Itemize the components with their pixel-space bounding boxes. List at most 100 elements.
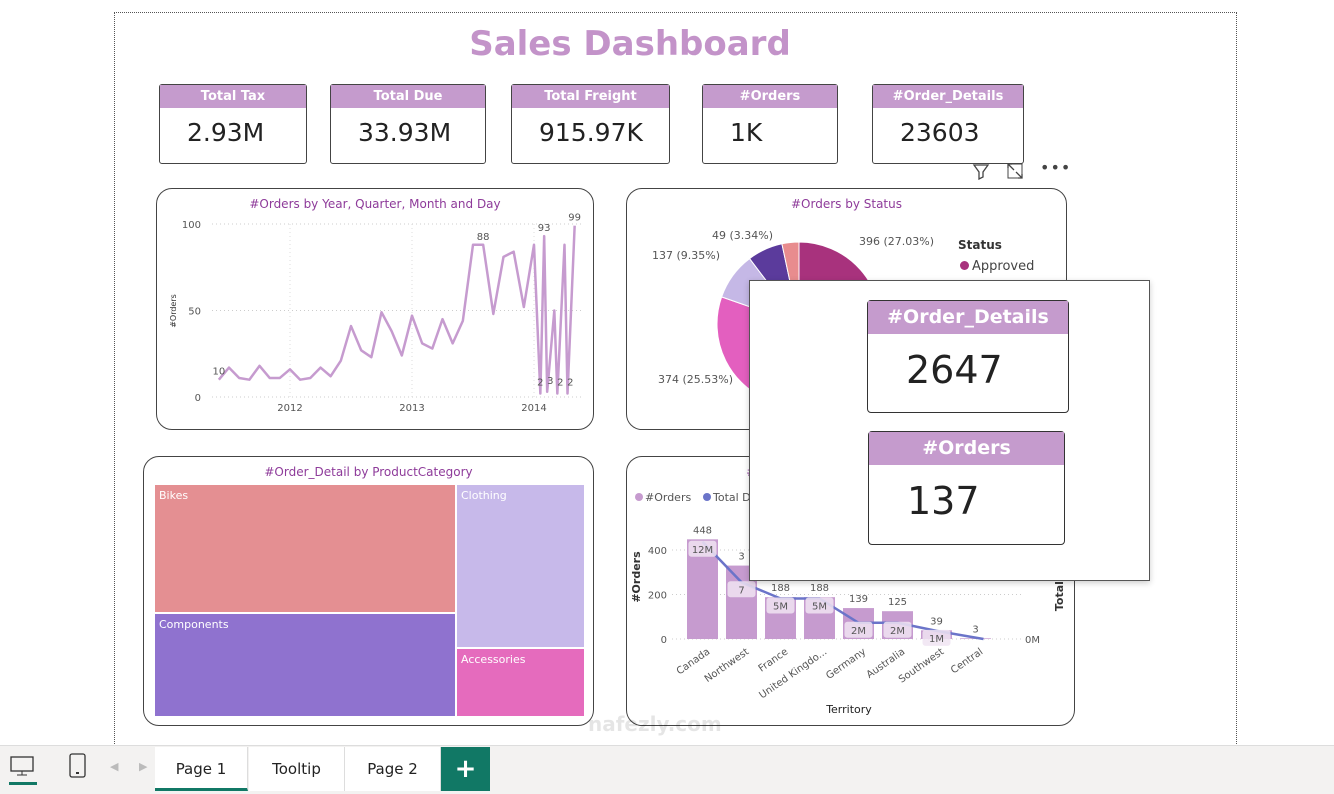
scroll-right-icon[interactable]: ▶ (139, 760, 148, 773)
legend-label[interactable]: #Orders (645, 491, 691, 504)
line-data-label: 5M (773, 602, 788, 613)
data-label: 3 (547, 376, 553, 387)
legend-marker (960, 261, 969, 270)
x-tick-label: 2014 (521, 403, 546, 414)
x-tick-label: 2013 (399, 403, 424, 414)
kpi-label: Total Due (331, 85, 485, 108)
kpi-card-total-tax[interactable]: Total Tax 2.93M (159, 84, 307, 164)
kpi-label: Total Freight (512, 85, 669, 108)
bar-data-label: 139 (849, 594, 868, 605)
chart-title: #Order_Detail by ProductCategory (264, 465, 473, 479)
line-label-bg (883, 621, 912, 638)
line-data-label: 2M (890, 626, 905, 637)
data-label: 2 (537, 378, 543, 389)
treemap-tile-bikes[interactable]: Bikes (154, 484, 456, 613)
kpi-card--orders[interactable]: #Orders 1K (702, 84, 838, 164)
kpi-label: #Orders (703, 85, 837, 108)
add-page-button[interactable]: + (441, 747, 490, 791)
kpi-label: #Order_Details (873, 85, 1023, 108)
line-label-bg (688, 540, 717, 557)
legend-item-approved[interactable]: Approved (960, 259, 1034, 274)
kpi-value: 2.93M (187, 118, 265, 147)
more-options-icon[interactable]: ••• (1040, 158, 1072, 177)
kpi-value: 1K (730, 118, 763, 147)
x-tick-label: United Kingdo... (757, 646, 829, 701)
tab-page-2[interactable]: Page 2 (345, 747, 441, 791)
data-label: 2 (557, 378, 563, 389)
legend-marker (635, 493, 643, 501)
data-label: 10 (212, 367, 225, 378)
chart-title: #Orders by Status (791, 197, 902, 211)
kpi-card-total-due[interactable]: Total Due 33.93M (330, 84, 486, 164)
line-label-bg (766, 597, 795, 614)
y-tick-label: 50 (188, 307, 201, 318)
x-tick-label: Germany (824, 646, 868, 681)
y2-tick-label: 0M (1025, 635, 1040, 646)
filter-icon[interactable] (972, 162, 990, 184)
orders-by-date-line-chart[interactable]: #Orders by Year, Quarter, Month and Day … (156, 188, 594, 430)
x-tick-label: 2012 (277, 403, 302, 414)
data-label: 374 (25.53%) (658, 373, 733, 386)
page-tab-bar: ◀ ▶ Page 1 Tooltip Page 2 + (0, 745, 1334, 794)
line-data-label: 5M (812, 602, 827, 613)
bar-data-label: 125 (888, 597, 907, 608)
legend-title: Status (958, 238, 1002, 252)
kpi-value: 23603 (900, 118, 980, 147)
order-detail-treemap[interactable]: #Order_Detail by ProductCategory Bikes C… (143, 456, 594, 726)
y-axis-title: #Orders (630, 551, 643, 603)
y-tick-label: 200 (648, 591, 667, 602)
x-tick-label: Central (949, 646, 985, 676)
x-tick-label: France (757, 646, 791, 674)
tooltip-card-order-details: #Order_Details 2647 (867, 300, 1069, 413)
kpi-card--order-details[interactable]: #Order_Details 23603 (872, 84, 1024, 164)
chart-title: #Orders by Year, Quarter, Month and Day (249, 197, 501, 211)
data-label: 93 (538, 223, 551, 234)
x-tick-label: Northwest (703, 646, 752, 685)
desktop-view-icon[interactable] (9, 755, 37, 789)
data-label: 88 (477, 232, 490, 243)
watermark-logo: nafezly.com (588, 712, 722, 736)
kpi-label: Total Tax (160, 85, 306, 108)
data-label: 2 (567, 378, 573, 389)
line-data-label: 12M (692, 545, 713, 556)
treemap-tile-accessories[interactable]: Accessories (456, 648, 585, 717)
visual-header: ••• (968, 158, 1070, 184)
bar-data-label: 188 (810, 583, 829, 594)
y-tick-label: 0 (195, 393, 201, 404)
y-tick-label: 0 (661, 635, 667, 646)
y-tick-label: 100 (182, 220, 201, 231)
y-tick-label: 400 (648, 546, 667, 557)
tab-tooltip[interactable]: Tooltip (249, 747, 345, 791)
kpi-value: 915.97K (539, 118, 643, 147)
line-label-bg (805, 597, 834, 614)
line-data-label: 1M (929, 634, 944, 645)
line-label-bg (922, 629, 951, 646)
legend-marker (703, 493, 711, 501)
bar-data-label: 39 (930, 616, 943, 627)
x-axis-title: Territory (825, 703, 872, 716)
data-label: 396 (27.03%) (859, 235, 934, 248)
tooltip-card-orders: #Orders 137 (868, 431, 1065, 545)
data-label: 137 (9.35%) (652, 249, 720, 262)
line-data-label: 2M (851, 626, 866, 637)
data-label: 49 (3.34%) (712, 229, 773, 242)
line-label-bg (844, 621, 873, 638)
focus-mode-icon[interactable] (1006, 162, 1024, 184)
treemap-tile-components[interactable]: Components (154, 613, 456, 717)
bar-data-label: 3 (738, 552, 744, 563)
line-label-bg (727, 581, 756, 598)
bar-data-label: 188 (771, 583, 790, 594)
y-axis-title: #Orders (169, 294, 178, 328)
bar-data-label: 3 (972, 624, 978, 635)
mobile-view-icon[interactable] (69, 753, 87, 783)
kpi-value: 33.93M (358, 118, 452, 147)
orders-line[interactable] (217, 225, 576, 395)
line-data-label: 7 (738, 585, 744, 596)
kpi-card-total-freight[interactable]: Total Freight 915.97K (511, 84, 670, 164)
treemap-tile-clothing[interactable]: Clothing (456, 484, 585, 648)
data-label: 99 (568, 213, 581, 224)
scroll-left-icon[interactable]: ◀ (110, 760, 119, 773)
report-page-tooltip: #Order_Details 2647 #Orders 137 (749, 280, 1150, 581)
tab-page-1[interactable]: Page 1 (155, 747, 248, 791)
bar-data-label: 448 (693, 525, 712, 536)
